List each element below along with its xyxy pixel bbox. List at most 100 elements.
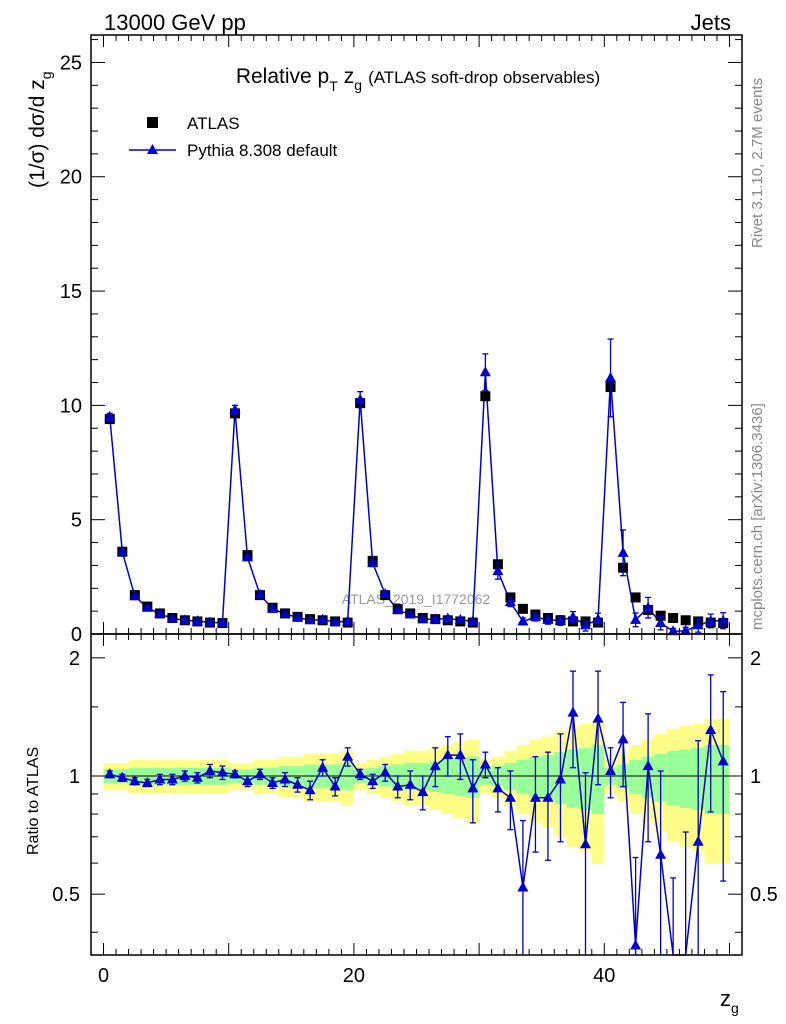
pythia-point [204,616,216,627]
y-tick-label: 25 [60,52,82,74]
y-tick-label: 20 [60,167,82,189]
title-rest: (ATLAS soft-drop observables) [368,68,600,87]
band-inner [341,762,354,791]
pythia-point [104,410,116,421]
chart-title: Relative pT zg (ATLAS soft-drop observable… [236,65,600,94]
band-inner [666,750,680,806]
legend-marker-atlas [147,117,158,128]
ratio-point [479,758,491,769]
ratio-point [267,776,279,787]
y-label-main: (1/σ) dσ/d z [26,79,49,188]
ratio-point [104,768,116,779]
pythia-point [392,604,404,615]
ratio-point [367,775,379,786]
pythia-point [479,366,491,377]
ratio-tick-label-right: 0.5 [750,884,778,906]
band-inner [679,749,692,808]
ratio-point [317,761,329,772]
pythia-point [254,588,266,599]
ratio-point [517,881,529,892]
ratio-point [141,776,153,787]
ratio-point [429,760,441,771]
ratio-point [166,773,178,784]
pythia-point [191,615,203,626]
ratio-tick-label-left: 2 [69,648,80,670]
pythia-point [267,602,279,613]
band-inner [566,749,580,808]
side-label-mcplots: mcplots.cern.ch [arXiv:1306.3436] [749,403,766,630]
pythia-point [329,616,341,627]
ratio-tick-label-right: 2 [750,648,761,670]
ratio-point [454,749,466,760]
ratio-point [304,784,316,795]
ratio-point [630,939,642,950]
band-inner [441,759,455,794]
ratio-tick-label-left: 1 [69,766,80,788]
ratio-point [655,848,667,859]
ratio-point [204,764,216,775]
ratio-point [592,712,604,723]
ratio-point [191,771,203,782]
band-inner [629,759,642,794]
y-axis-label: (1/σ) dσ/d zg [26,71,54,188]
ratio-point [442,749,454,760]
pythia-point [605,371,617,382]
y-tick-label: 0 [71,624,82,646]
pythia-point [304,614,316,625]
pythia-point [680,624,692,635]
pythia-point [692,619,704,630]
pythia-point [116,545,128,556]
pythia-point [442,612,454,623]
legend-label-pythia: Pythia 8.308 default [187,141,338,160]
pythia-point [705,614,717,625]
pythia-point [617,546,629,557]
legend-label-atlas: ATLAS [187,114,240,133]
pythia-point [367,557,379,568]
pythia-point [467,615,479,626]
ratio-point [417,786,429,797]
atlas-point [668,612,679,623]
pythia-point [216,616,228,627]
pythia-point [354,393,366,404]
ratio-y-axis-label: Ratio to ATLAS [25,747,42,855]
ratio-point [554,773,566,784]
ratio-point [617,733,629,744]
header-left: 13000 GeV pp [104,10,246,35]
ratio-point [116,771,128,782]
y-label-sub: g [38,71,54,79]
atlas-point [680,615,691,626]
ratio-point [392,780,404,791]
pythia-point [241,551,253,562]
atlas-point [480,391,491,402]
ratio-point [467,782,479,793]
ratio-tick-label-left: 0.5 [52,884,80,906]
ratio-point [529,791,541,802]
pythia-point [317,613,329,624]
pythia-point [592,613,604,624]
x-tick-label: 20 [343,965,365,987]
pythia-point [454,613,466,624]
pythia-point [141,601,153,612]
pythia-point [166,612,178,623]
ratio-point [154,773,166,784]
ratio-point [605,764,617,775]
pythia-point [504,595,516,606]
legend: ATLAS Pythia 8.308 default [129,114,338,160]
pythia-point [279,607,291,618]
axes: 0 20 40 0 5 10 15 20 25 0.5 0.5 1 1 2 2 [52,34,778,987]
title-var: z [344,65,355,88]
pythia-point [379,587,391,598]
ratio-point [642,760,654,771]
pythia-point [580,619,592,630]
pythia-point [342,615,354,626]
pythia-point [292,611,304,622]
ratio-point [279,773,291,784]
ratio-panel-marks [104,670,729,956]
watermark: ATLAS_2019_I1772062 [342,591,491,607]
ratio-point [567,706,579,717]
legend-marker-pythia [147,144,158,154]
ratio-point [241,775,253,786]
ratio-point [404,778,416,789]
ratio-point [717,755,729,766]
pythia-point [129,590,141,601]
